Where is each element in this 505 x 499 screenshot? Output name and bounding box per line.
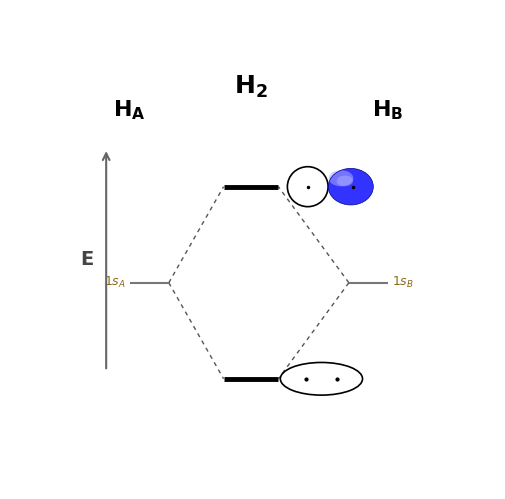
Ellipse shape [337,176,353,186]
Text: $\mathbf{E}$: $\mathbf{E}$ [80,250,93,269]
Text: $\mathbf{H_A}$: $\mathbf{H_A}$ [113,98,146,122]
Text: $\mathbf{H_B}$: $\mathbf{H_B}$ [372,98,403,122]
Circle shape [287,167,328,207]
Text: $\mathit{1s_A}$: $\mathit{1s_A}$ [104,275,126,290]
Ellipse shape [328,169,373,205]
Ellipse shape [329,170,353,186]
Text: $\mathbf{H_2}$: $\mathbf{H_2}$ [234,74,268,100]
Text: $\mathit{1s_B}$: $\mathit{1s_B}$ [392,275,414,290]
